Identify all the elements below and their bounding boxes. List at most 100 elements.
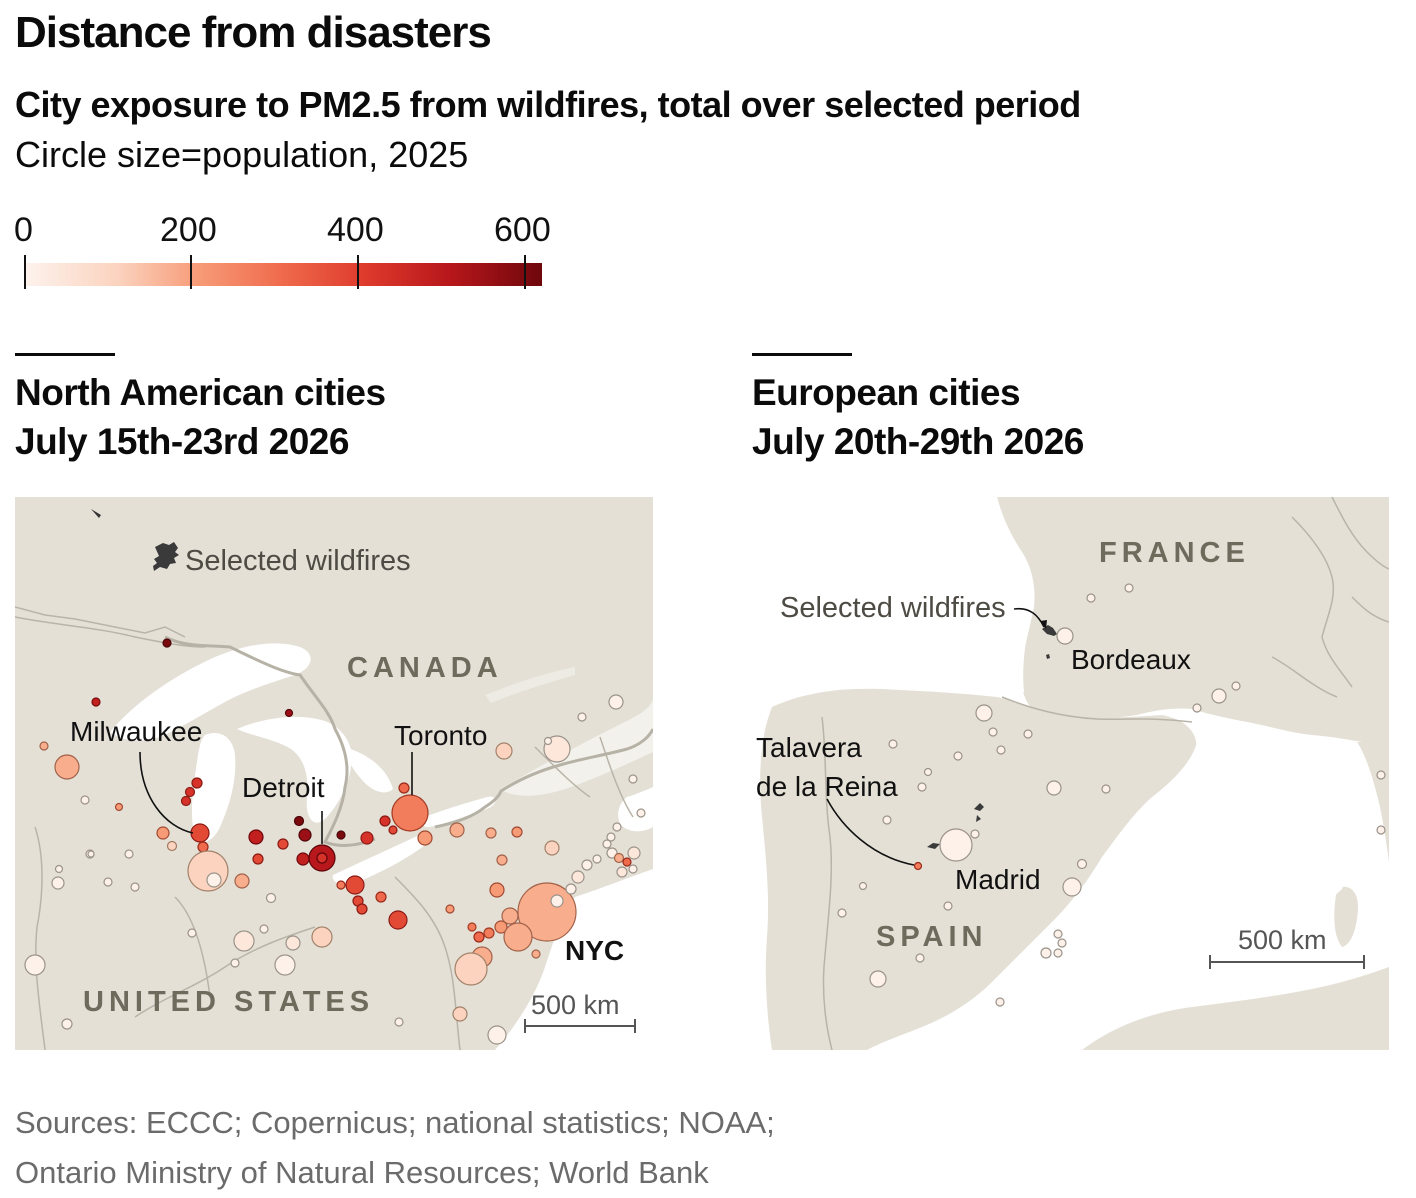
city-circle [494, 920, 508, 934]
na-panel-rule [15, 353, 115, 356]
city-circle [184, 786, 196, 798]
city-circle [293, 815, 305, 827]
city-circle [953, 751, 963, 761]
city-label-milwaukee: Milwaukee [70, 716, 202, 747]
city-circle [394, 1017, 404, 1027]
sources-line2: Ontario Ministry of Natural Resources; W… [15, 1155, 709, 1190]
city-circle [296, 852, 310, 866]
city-circle [495, 742, 513, 760]
eu-borders [821, 497, 1389, 1050]
chart-subtitle: City exposure to PM2.5 from wildfires, t… [15, 84, 1081, 125]
color-scale-gradient [24, 263, 542, 286]
city-circle [616, 866, 628, 878]
na-panel-title: North American cities July 15th-23rd 202… [15, 368, 386, 466]
city-circle [606, 847, 618, 859]
city-circle [316, 852, 328, 864]
country-label-france: FRANCE [1099, 537, 1250, 569]
city-circle [39, 741, 49, 751]
city-circle-toronto [391, 794, 429, 832]
size-note: Circle size=population, 2025 [15, 134, 469, 175]
sources-line1: Sources: ECCC; Copernicus; national stat… [15, 1105, 775, 1140]
city-circle [1376, 770, 1386, 780]
city-circle [449, 822, 465, 838]
eu-panel-title-line1: European cities [752, 372, 1021, 413]
city-circle [54, 864, 64, 874]
great-lakes [110, 643, 653, 1050]
city-circle [1053, 948, 1063, 958]
city-circle [259, 924, 269, 934]
city-circle [1076, 858, 1088, 870]
city-circle [1376, 825, 1386, 835]
city-circle [996, 745, 1006, 755]
eu-city-circles [837, 583, 1386, 1007]
city-circle-philadelphia [454, 952, 488, 986]
city-circle [24, 954, 46, 976]
city-label-nyc: NYC [565, 935, 624, 966]
city-circle [915, 953, 925, 963]
city-circle [496, 854, 508, 866]
europe-map: Selected wildfires FRANCE SPAIN [752, 497, 1389, 1050]
city-circle [628, 864, 638, 874]
city-circle [277, 838, 289, 850]
color-scale-legend: 0 200 400 600 [14, 211, 551, 289]
city-circle [265, 892, 277, 904]
city-circle-milwaukee [190, 823, 210, 843]
na-scale-label: 500 km [531, 990, 620, 1020]
eu-wildfire-madrid-west [974, 803, 984, 811]
eu-scale-label: 500 km [1238, 925, 1327, 955]
eu-wildfire-madrid-sw [927, 843, 940, 849]
city-circle [943, 901, 953, 911]
na-leader-lines [139, 751, 413, 844]
city-circle-madrid [939, 828, 973, 862]
city-circle [336, 880, 346, 890]
city-circle [206, 872, 222, 888]
city-circle [356, 903, 368, 915]
eu-land [760, 497, 1389, 1050]
city-circle [61, 1018, 73, 1030]
city-circle [156, 826, 170, 840]
city-circle [988, 727, 998, 737]
city-circle [489, 882, 505, 898]
city-circle [230, 958, 240, 968]
city-circle [606, 832, 616, 842]
na-borders [15, 606, 634, 1050]
eu-panel-rule [752, 353, 852, 356]
city-circle [485, 827, 497, 839]
city-circle [248, 829, 264, 845]
city-circle [544, 840, 560, 856]
city-circle [1040, 947, 1052, 959]
leader-milwaukee [139, 751, 194, 834]
na-wildfire-icon [153, 542, 179, 571]
na-city-circles [24, 638, 646, 1045]
city-circle [628, 774, 638, 784]
eu-wildfire-label: Selected wildfires [780, 592, 1006, 624]
city-label-talavera-line1: Talavera [756, 732, 862, 763]
scale-label-400: 400 [327, 211, 384, 249]
na-lake-speck [91, 509, 101, 518]
city-label-toronto: Toronto [394, 720, 487, 751]
us-canada-border [164, 635, 653, 847]
city-circle [602, 839, 612, 849]
city-circle [285, 935, 301, 951]
na-wildfire-label: Selected wildfires [185, 545, 411, 577]
eu-scale-bar: 500 km [1209, 925, 1365, 969]
city-circle [180, 795, 192, 807]
city-circle [1231, 681, 1241, 691]
city-circle [130, 882, 140, 892]
country-label-canada: CANADA [347, 652, 503, 684]
sources-note: Sources: ECCC; Copernicus; national stat… [15, 1098, 775, 1198]
na-panel-title-line2: July 15th-23rd 2026 [15, 421, 349, 462]
city-circle [565, 883, 577, 895]
eu-sea [752, 497, 1363, 952]
city-circle [888, 739, 898, 749]
scale-label-200: 200 [160, 211, 217, 249]
leader-talavera [826, 798, 915, 866]
city-circle [970, 829, 980, 839]
city-circle [869, 970, 887, 988]
city-label-bordeaux: Bordeaux [1071, 644, 1191, 675]
city-circle [622, 857, 632, 867]
city-circle [511, 826, 523, 838]
scale-label-0: 0 [14, 211, 33, 249]
city-circle [483, 927, 495, 939]
country-label-spain: SPAIN [876, 921, 987, 953]
